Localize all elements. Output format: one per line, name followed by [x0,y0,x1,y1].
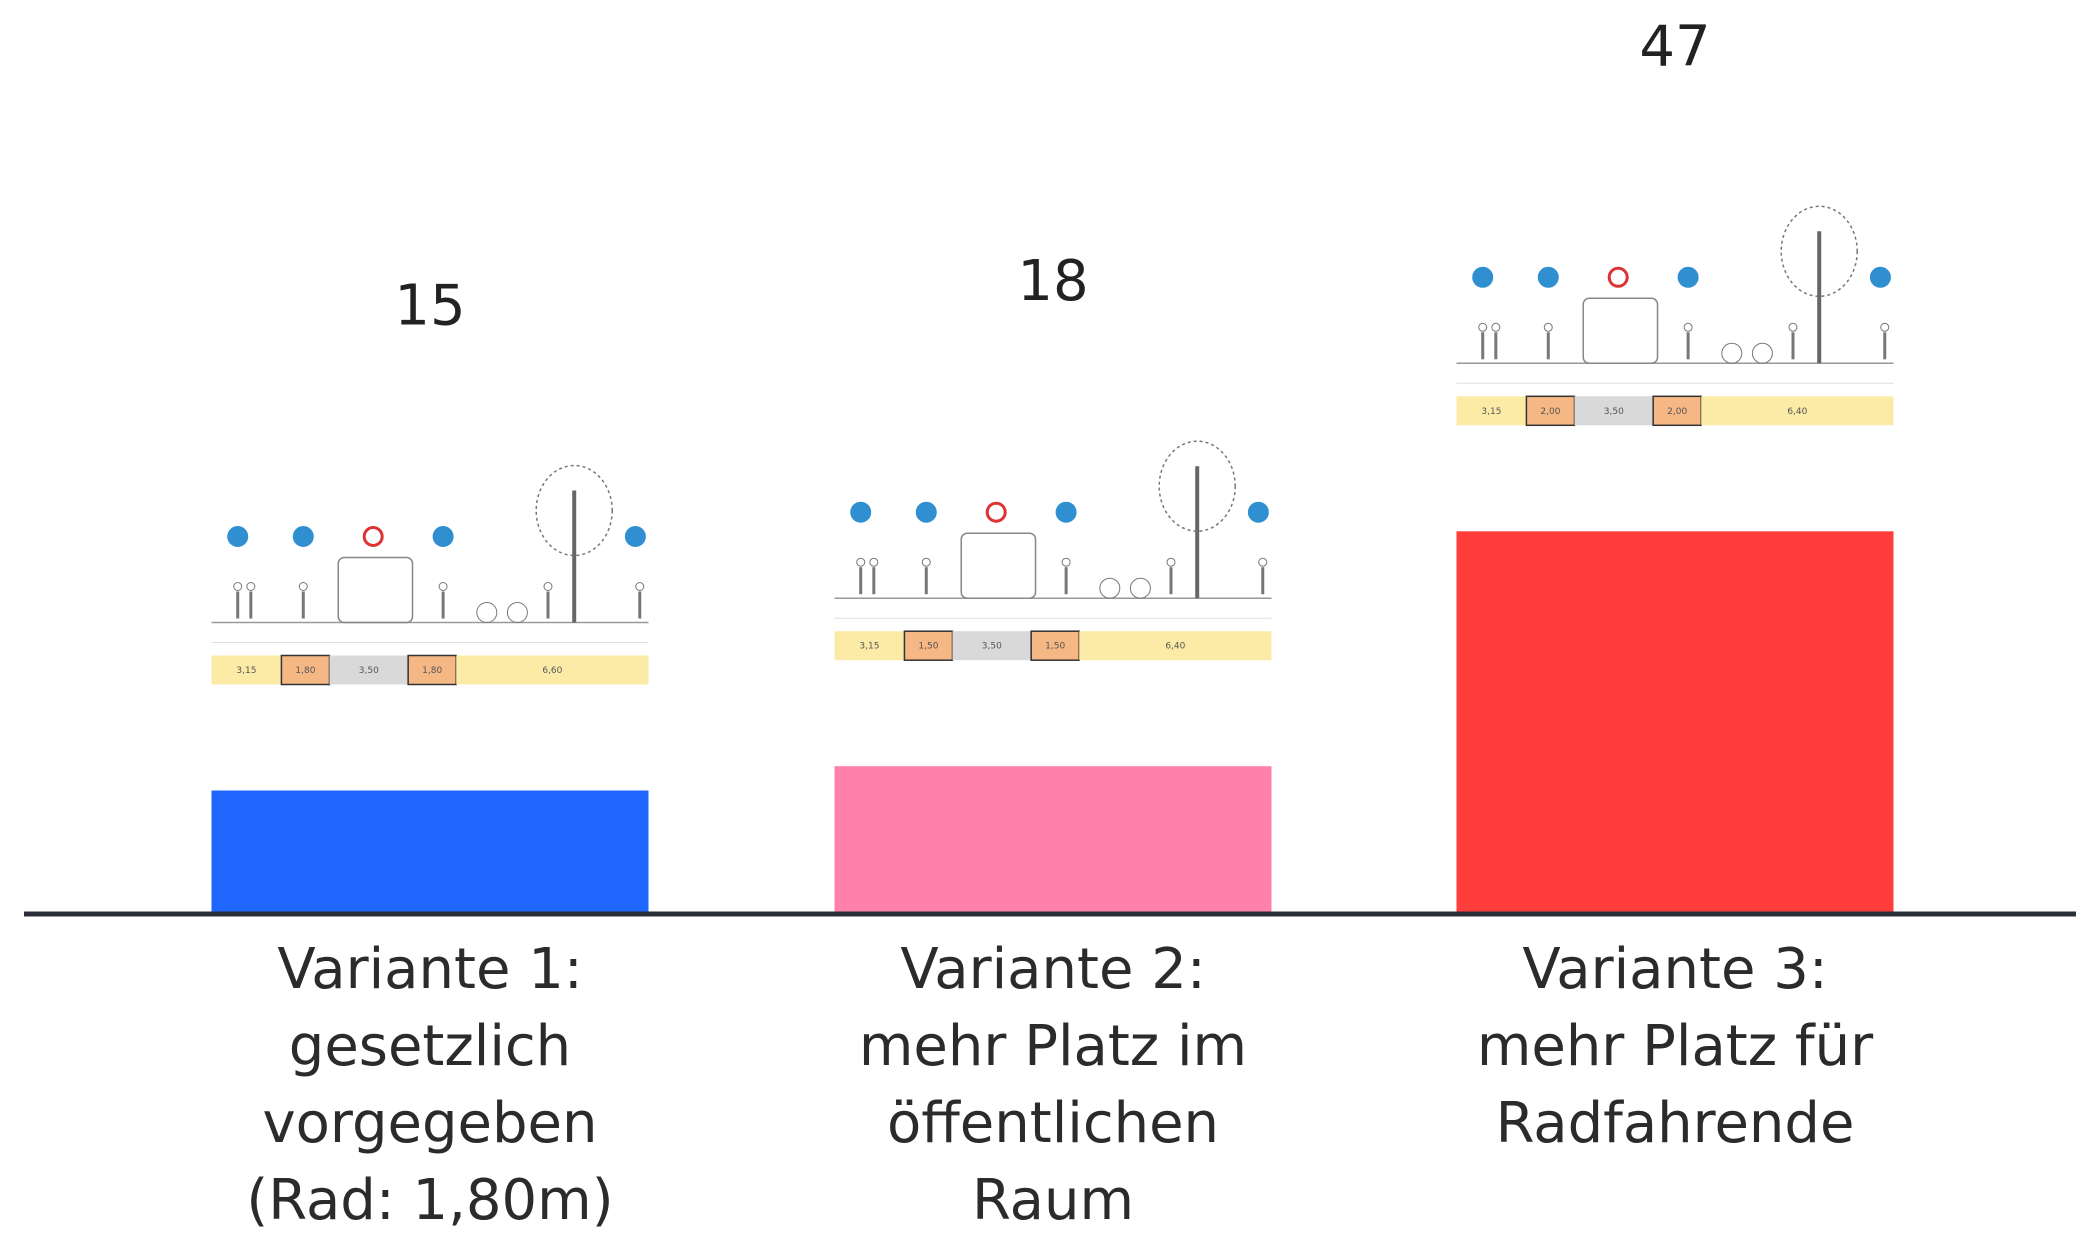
profile-label: 6,40 [1165,642,1185,652]
person-head [856,557,866,567]
x-tick-label: gesetzlich [289,1014,571,1079]
person-head [1491,322,1501,332]
person-head [1258,557,1268,567]
bike-wheel [1721,342,1743,364]
profile-label: 2,00 [1540,407,1560,417]
x-tick-label: Variante 1: [277,937,582,1002]
profile-segment [1456,396,1527,426]
person-head [1478,322,1488,332]
person-head [921,557,931,567]
sign [1869,266,1891,288]
person-head [1788,322,1798,332]
tree-crown [1780,205,1858,298]
x-tick-label: Variante 2: [900,937,1205,1002]
x-tick-label: Radfahrende [1496,1091,1855,1156]
sign [1677,266,1699,288]
bike-wheel [1751,342,1773,364]
street-profile: 3,15 1,80 3,50 1,80 6,60 [211,464,649,686]
profile-label: 6,40 [1787,407,1807,417]
profile-label: 3,50 [982,642,1002,652]
person-head [635,582,645,591]
x-tick-label: öffentlichen [887,1091,1219,1156]
sign [362,526,384,547]
tree-crown [535,464,613,557]
person-head [438,582,448,591]
bus [337,556,414,624]
profile-label: 3,15 [236,666,256,676]
value-label: 47 [1639,14,1710,79]
profile-segment [834,631,905,661]
tree-crown [1158,440,1236,532]
x-tick-label: (Rad: 1,80m) [246,1168,613,1233]
person-head [1683,322,1693,332]
x-tick-label: vorgegeben [263,1091,598,1156]
profile-label: 3,50 [1604,407,1624,417]
bar [834,766,1272,912]
sign [1247,501,1269,523]
profile-segment [456,655,649,685]
sign [915,501,937,523]
profile-segment [1652,395,1702,427]
x-tick-label: Raum [972,1168,1134,1233]
value-label: 18 [1017,249,1088,314]
person-head [246,582,256,591]
bar [211,790,649,912]
bike-wheel [1129,577,1151,599]
profile-segment [280,654,331,686]
sign [292,526,314,547]
profile-segment [1701,396,1894,426]
street-profile: 3,15 1,50 3,50 1,50 6,40 [834,440,1272,661]
person-head [1543,322,1553,332]
x-tick-label: Variante 3: [1522,937,1827,1002]
person-head [1880,322,1890,332]
person-head [1061,557,1071,567]
profile-segment [329,655,409,685]
profile-label: 3,50 [359,666,379,676]
bike-wheel [476,602,498,623]
bus [1582,297,1659,365]
person-head [233,582,243,591]
sign [432,526,454,547]
sign [1055,501,1077,523]
x-tick-label: mehr Platz im [859,1014,1247,1079]
sign [624,526,646,547]
bus [960,532,1037,599]
profile-segment [1079,631,1272,661]
person-head [543,582,553,591]
sign [1472,266,1494,288]
bike-wheel [506,602,528,623]
profile-label: 6,60 [542,666,562,676]
profile-label: 3,15 [1481,407,1501,417]
profile-label: 2,00 [1667,407,1687,417]
profile-segment [1574,396,1654,426]
bar [1456,531,1894,912]
profile-label: 1,50 [1045,642,1065,652]
x-tick-label: mehr Platz für [1477,1014,1874,1079]
value-label: 15 [394,274,465,339]
street-profile: 3,15 2,00 3,50 2,00 6,40 [1456,205,1894,427]
profile-segment [1525,395,1576,427]
person-head [1166,557,1176,567]
sign [985,501,1007,523]
sign [850,501,872,523]
sign [227,526,249,547]
profile-label: 1,50 [918,642,938,652]
sign [1537,266,1559,288]
profile-segment [211,655,282,685]
person-head [869,557,879,567]
bike-wheel [1099,577,1121,599]
person-head [298,582,308,591]
profile-label: 3,15 [859,642,879,652]
sign [1607,266,1629,288]
profile-label: 1,80 [422,666,442,676]
profile-label: 1,80 [295,666,315,676]
profile-segment [952,631,1032,661]
